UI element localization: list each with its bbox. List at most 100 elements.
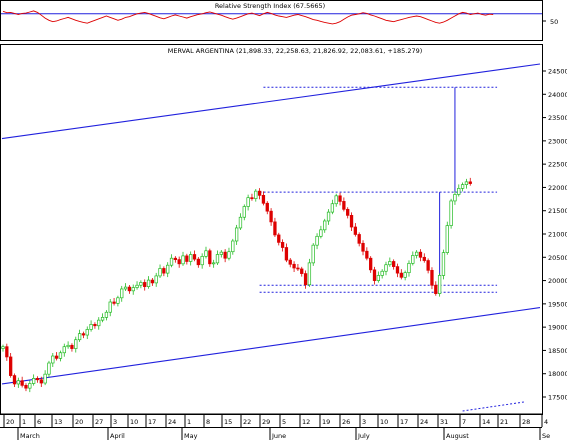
candle-body bbox=[315, 235, 319, 246]
candle-body bbox=[77, 333, 82, 341]
candle-body bbox=[238, 216, 243, 229]
x-month-label: July bbox=[357, 432, 370, 440]
candle-body bbox=[223, 251, 227, 259]
x-date-label: 26 bbox=[342, 418, 350, 426]
candle-body bbox=[212, 262, 216, 265]
candle-body bbox=[468, 181, 472, 184]
candle-body bbox=[192, 254, 197, 260]
x-date-label: 21 bbox=[500, 418, 508, 426]
candle-body bbox=[70, 344, 74, 349]
candle-body bbox=[346, 208, 350, 216]
candle-body bbox=[146, 279, 151, 287]
candle-body bbox=[376, 275, 380, 281]
x-date-label: 14 bbox=[482, 418, 490, 426]
candle-body bbox=[127, 286, 132, 292]
candle-body bbox=[384, 264, 388, 272]
candle-body bbox=[323, 220, 327, 231]
candle-body bbox=[204, 250, 208, 257]
candle-body bbox=[1, 346, 5, 349]
candle-body bbox=[120, 288, 124, 299]
candle-body bbox=[54, 355, 59, 359]
candle-body bbox=[20, 380, 24, 386]
annotation-lines bbox=[1, 63, 541, 412]
candle-body bbox=[85, 329, 89, 336]
candle-body bbox=[116, 297, 120, 304]
y-tick-label: 20500 bbox=[548, 254, 567, 262]
candle-body bbox=[441, 252, 446, 276]
candle-body bbox=[150, 279, 155, 284]
y-tick-label: 22000 bbox=[548, 184, 567, 192]
candle-body bbox=[380, 270, 384, 276]
x-date-label: 31 bbox=[440, 418, 448, 426]
candle-body bbox=[89, 323, 93, 330]
candle-body bbox=[369, 257, 373, 271]
candle-body bbox=[353, 226, 358, 235]
x-date-label: 28 bbox=[522, 418, 530, 426]
candle-body bbox=[242, 206, 246, 218]
x-date-label: 3 bbox=[113, 418, 117, 426]
y-tick-label: 21500 bbox=[548, 207, 567, 215]
candle-body bbox=[139, 282, 143, 286]
y-tick-label: 20000 bbox=[548, 277, 567, 285]
candle-body bbox=[74, 339, 78, 349]
candle-body bbox=[58, 352, 63, 359]
candle-body bbox=[430, 269, 434, 286]
x-date-label: 12 bbox=[302, 418, 310, 426]
candle-body bbox=[24, 385, 28, 389]
candle-body bbox=[208, 250, 212, 265]
candle-body bbox=[9, 356, 13, 376]
candle-body bbox=[296, 267, 300, 270]
x-month-label: Se bbox=[542, 432, 550, 440]
price-title: MERVAL ARGENTINA (21,898.33, 22,258.63, … bbox=[168, 47, 423, 55]
candle-body bbox=[158, 268, 162, 277]
candle-body bbox=[254, 190, 258, 199]
candle-body bbox=[166, 264, 170, 274]
x-date-label: 1 bbox=[22, 418, 26, 426]
candle-body bbox=[307, 262, 312, 286]
candle-body bbox=[414, 251, 419, 256]
x-date-label: 10 bbox=[380, 418, 388, 426]
candle-body bbox=[196, 258, 200, 266]
x-date-label: 29 bbox=[262, 418, 270, 426]
candle-body bbox=[51, 355, 55, 364]
y-tick-label: 17500 bbox=[548, 394, 567, 402]
y-tick-label: 24500 bbox=[548, 68, 567, 76]
rsi-layer: 50 bbox=[1, 10, 558, 26]
candle-body bbox=[177, 259, 181, 265]
candle-body bbox=[215, 254, 220, 264]
x-date-label: 27 bbox=[95, 418, 103, 426]
candle-body bbox=[246, 197, 250, 207]
x-date-label: 10 bbox=[130, 418, 138, 426]
bottom-dotted-line bbox=[462, 401, 524, 412]
candle-body bbox=[200, 256, 204, 266]
x-month-label: May bbox=[184, 432, 198, 440]
candle-body bbox=[47, 362, 51, 375]
candle-body bbox=[28, 383, 32, 389]
candle-body bbox=[43, 373, 47, 384]
x-date-label: 4 bbox=[544, 418, 548, 426]
candle-body bbox=[326, 211, 331, 222]
candle-body bbox=[330, 203, 335, 213]
x-month-label: August bbox=[446, 432, 469, 440]
x-date-label: 7 bbox=[462, 418, 466, 426]
candle-body bbox=[62, 346, 66, 354]
candle-body bbox=[411, 255, 415, 264]
candle-body bbox=[280, 242, 285, 248]
candle-body bbox=[338, 195, 342, 202]
y-tick-label: 21000 bbox=[548, 231, 567, 239]
candle-body bbox=[334, 195, 338, 205]
candle-body bbox=[349, 215, 354, 228]
x-date-label: 8 bbox=[206, 418, 210, 426]
candle-body bbox=[457, 188, 461, 195]
x-date-label: 6 bbox=[37, 418, 41, 426]
candle-body bbox=[311, 244, 315, 264]
y-tick-label: 23000 bbox=[548, 137, 567, 145]
candle-body bbox=[135, 284, 139, 288]
candle-body bbox=[269, 210, 273, 223]
candle-body bbox=[35, 378, 40, 381]
y-tick-label: 18000 bbox=[548, 370, 567, 378]
x-date-label: 17 bbox=[400, 418, 408, 426]
x-date-label: 22 bbox=[243, 418, 251, 426]
candle-body bbox=[234, 227, 239, 242]
